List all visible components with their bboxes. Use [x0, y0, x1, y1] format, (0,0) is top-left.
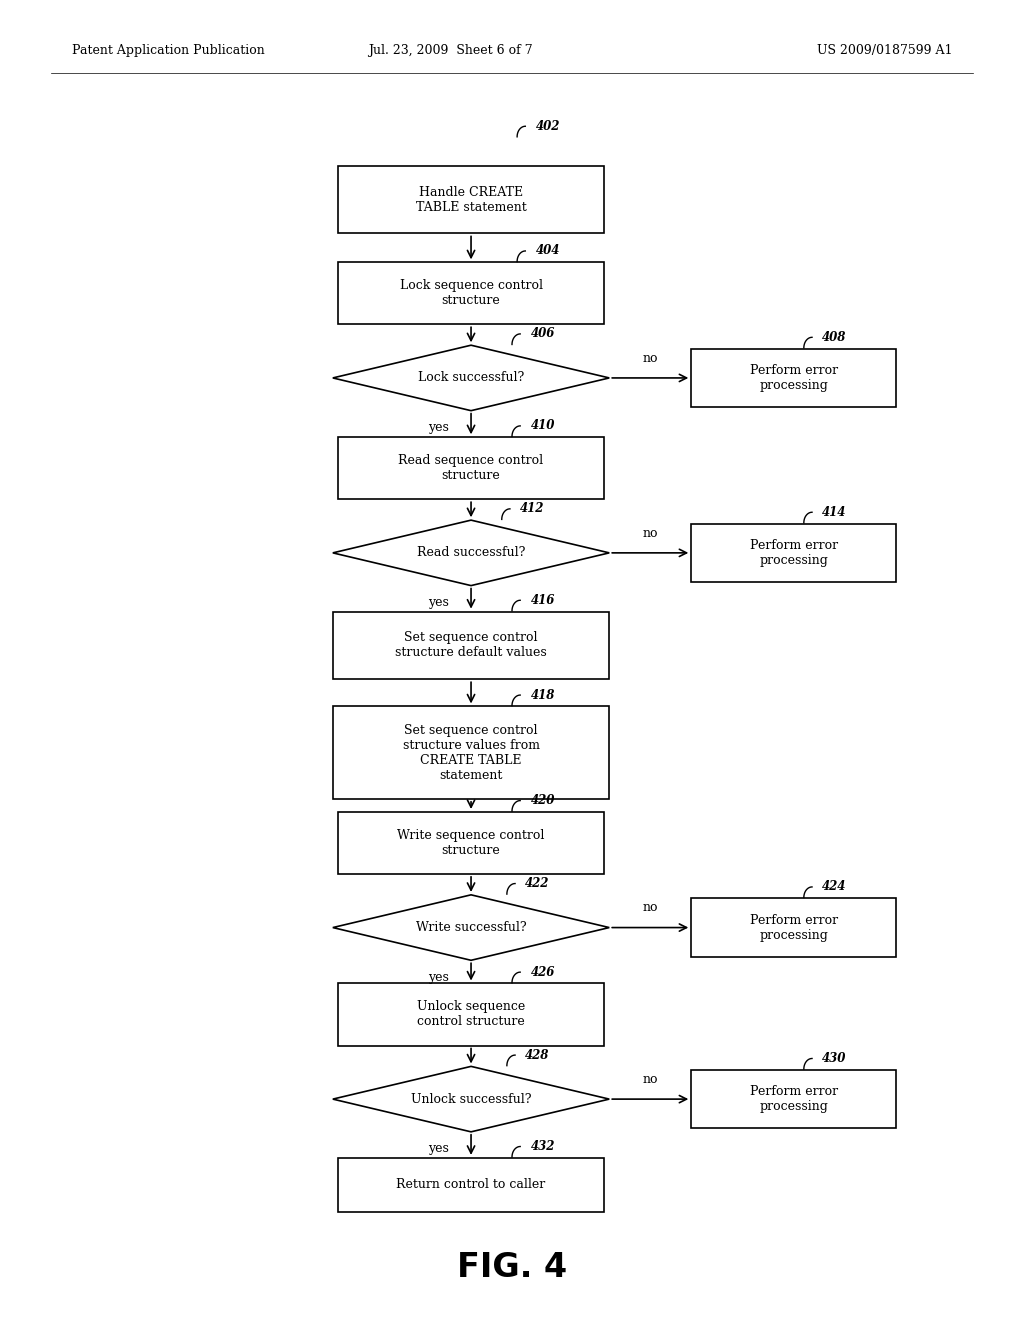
Text: no: no [642, 351, 658, 364]
Bar [333, 611, 609, 680]
Text: yes: yes [428, 421, 449, 434]
Text: Read successful?: Read successful? [417, 546, 525, 560]
Text: Perform error
processing: Perform error processing [750, 539, 838, 566]
Bar [691, 348, 896, 408]
Text: Perform error
processing: Perform error processing [750, 913, 838, 941]
Polygon shape [333, 895, 609, 960]
Text: yes: yes [428, 1142, 449, 1155]
Text: 424: 424 [822, 880, 847, 894]
Text: Jul. 23, 2009  Sheet 6 of 7: Jul. 23, 2009 Sheet 6 of 7 [369, 44, 532, 57]
Text: 428: 428 [525, 1048, 550, 1061]
Text: 426: 426 [530, 966, 555, 978]
Text: no: no [642, 527, 658, 540]
Text: Perform error
processing: Perform error processing [750, 1085, 838, 1113]
Polygon shape [333, 1067, 609, 1131]
Text: Unlock successful?: Unlock successful? [411, 1093, 531, 1106]
Text: yes: yes [428, 970, 449, 983]
Bar [691, 898, 896, 957]
Text: 418: 418 [530, 689, 555, 701]
Text: 410: 410 [530, 420, 555, 433]
Text: Set sequence control
structure values from
CREATE TABLE
statement: Set sequence control structure values fr… [402, 723, 540, 781]
Text: Unlock sequence
control structure: Unlock sequence control structure [417, 1001, 525, 1028]
Text: Set sequence control
structure default values: Set sequence control structure default v… [395, 631, 547, 660]
Bar [338, 1158, 604, 1212]
Text: 406: 406 [530, 327, 555, 341]
Text: 432: 432 [530, 1140, 555, 1152]
Text: 430: 430 [822, 1052, 847, 1065]
Bar [691, 524, 896, 582]
Text: Perform error
processing: Perform error processing [750, 364, 838, 392]
Text: 416: 416 [530, 594, 555, 607]
Text: 402: 402 [536, 120, 560, 133]
Text: 412: 412 [520, 503, 545, 515]
Bar [338, 437, 604, 499]
Bar [338, 166, 604, 234]
Text: Patent Application Publication: Patent Application Publication [72, 44, 264, 57]
Text: 422: 422 [525, 876, 550, 890]
Text: Handle CREATE
TABLE statement: Handle CREATE TABLE statement [416, 186, 526, 214]
Text: Lock successful?: Lock successful? [418, 371, 524, 384]
Text: FIG. 4: FIG. 4 [457, 1251, 567, 1283]
Bar [338, 263, 604, 325]
Text: yes: yes [428, 597, 449, 609]
Bar [333, 706, 609, 799]
Text: 404: 404 [536, 244, 560, 257]
Text: Lock sequence control
structure: Lock sequence control structure [399, 280, 543, 308]
Text: Read sequence control
structure: Read sequence control structure [398, 454, 544, 482]
Polygon shape [333, 520, 609, 586]
Text: Write successful?: Write successful? [416, 921, 526, 935]
Text: US 2009/0187599 A1: US 2009/0187599 A1 [817, 44, 952, 57]
Text: no: no [642, 902, 658, 915]
Text: Write sequence control
structure: Write sequence control structure [397, 829, 545, 857]
Polygon shape [333, 346, 609, 411]
Text: 420: 420 [530, 795, 555, 807]
Bar [338, 983, 604, 1045]
Text: 414: 414 [822, 506, 847, 519]
Text: Return control to caller: Return control to caller [396, 1179, 546, 1192]
Text: no: no [642, 1073, 658, 1086]
Bar [691, 1069, 896, 1129]
Bar [338, 812, 604, 874]
Text: 408: 408 [822, 331, 847, 343]
